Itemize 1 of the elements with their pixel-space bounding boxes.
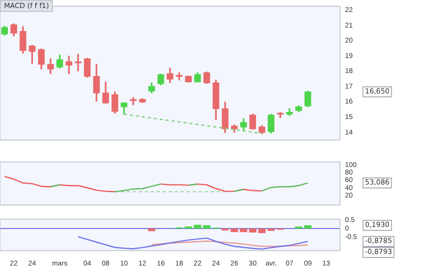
candlestick [130, 97, 137, 106]
